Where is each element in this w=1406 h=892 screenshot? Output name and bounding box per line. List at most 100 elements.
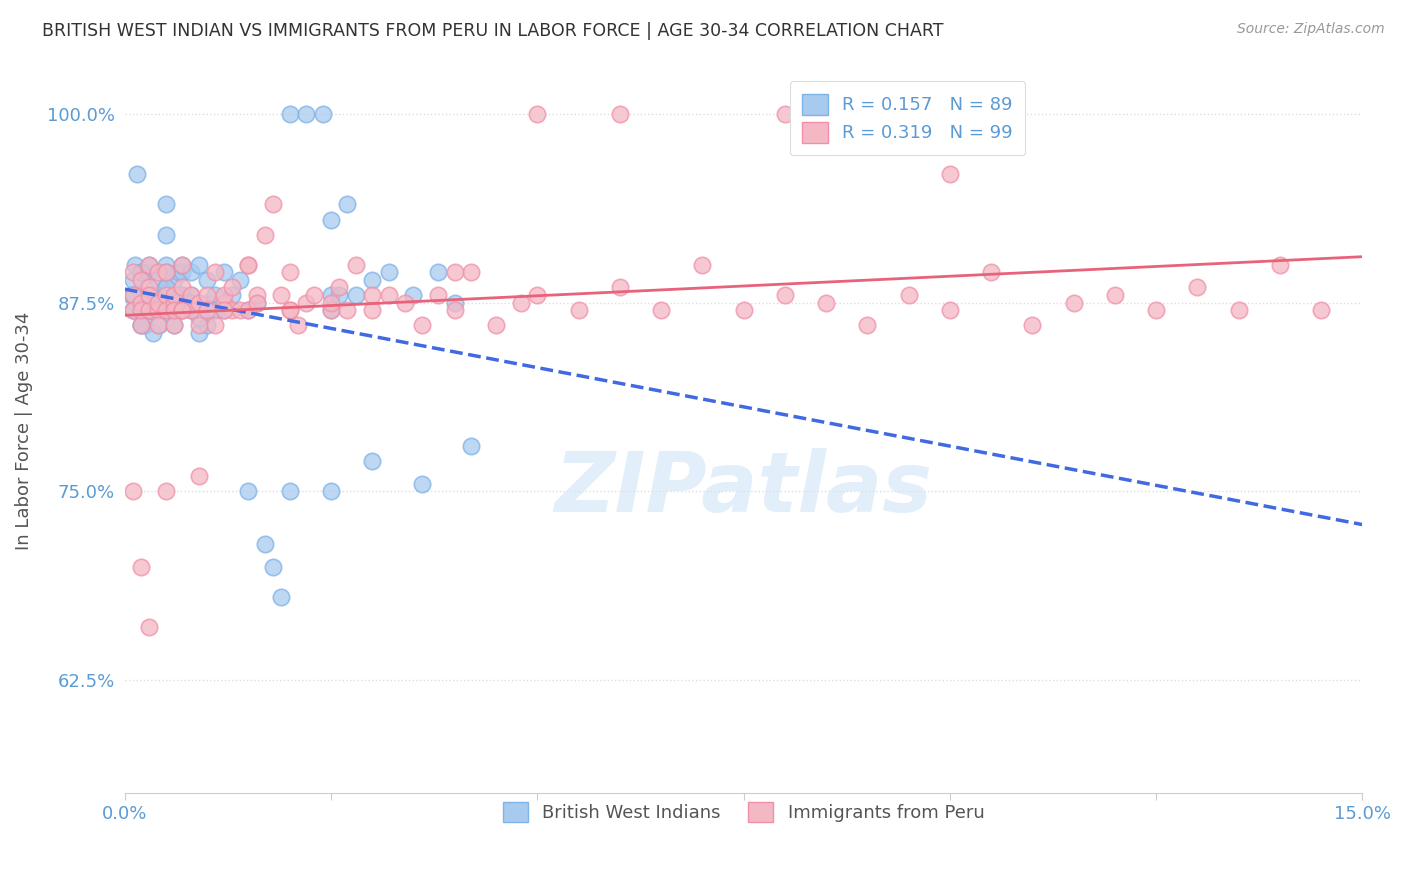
Point [278,303,301,318]
Point [121,303,143,318]
Point [427,265,450,279]
Point [138,288,160,302]
Point [138,280,160,294]
Point [221,280,243,294]
Point [221,303,243,318]
Point [180,265,202,279]
Point [129,295,152,310]
Point [246,295,269,310]
Point [146,295,169,310]
Point [980,265,1002,279]
Point [146,273,169,287]
Point [443,303,465,318]
Point [939,303,962,318]
Point [1310,303,1333,318]
Point [172,288,194,302]
Point [361,303,384,318]
Point [361,454,384,468]
Point [195,273,218,287]
Point [319,484,342,499]
Point [129,265,152,279]
Point [155,227,177,242]
Point [460,439,482,453]
Point [146,288,169,302]
Point [287,318,309,333]
Point [204,265,226,279]
Point [690,258,713,272]
Point [129,265,152,279]
Point [212,303,235,318]
Point [138,288,160,302]
Point [278,303,301,318]
Point [155,265,177,279]
Point [167,265,190,279]
Point [129,318,152,333]
Point [427,288,450,302]
Point [138,303,160,318]
Point [402,288,425,302]
Point [304,288,326,302]
Point [361,288,384,302]
Point [146,295,169,310]
Point [138,258,160,272]
Point [773,107,796,121]
Point [121,288,143,302]
Point [146,303,169,318]
Point [172,288,194,302]
Point [180,288,202,302]
Point [609,280,631,294]
Point [124,258,146,272]
Point [361,273,384,287]
Point [238,258,260,272]
Point [163,295,186,310]
Point [195,318,218,333]
Point [163,295,186,310]
Point [155,484,177,499]
Point [121,288,143,302]
Point [295,295,318,310]
Point [1187,280,1209,294]
Point [172,303,194,318]
Point [609,107,631,121]
Point [344,288,367,302]
Point [773,288,796,302]
Point [344,258,367,272]
Point [155,265,177,279]
Point [270,590,292,604]
Point [221,288,243,302]
Point [138,303,160,318]
Text: BRITISH WEST INDIAN VS IMMIGRANTS FROM PERU IN LABOR FORCE | AGE 30-34 CORRELATI: BRITISH WEST INDIAN VS IMMIGRANTS FROM P… [42,22,943,40]
Point [460,265,482,279]
Point [129,559,152,574]
Point [377,288,399,302]
Point [509,295,531,310]
Point [138,303,160,318]
Point [253,537,276,551]
Point [155,258,177,272]
Legend: British West Indians, Immigrants from Peru: British West Indians, Immigrants from Pe… [491,789,997,835]
Point [138,620,160,634]
Point [1021,318,1043,333]
Point [485,318,508,333]
Point [146,295,169,310]
Y-axis label: In Labor Force | Age 30-34: In Labor Force | Age 30-34 [15,311,32,550]
Point [163,303,186,318]
Point [246,295,269,310]
Point [278,265,301,279]
Point [650,303,672,318]
Point [146,288,169,302]
Point [129,288,152,302]
Point [163,273,186,287]
Point [148,318,170,333]
Point [172,303,194,318]
Point [155,303,177,318]
Point [238,303,260,318]
Point [138,265,160,279]
Point [1144,303,1167,318]
Point [195,303,218,318]
Point [526,288,548,302]
Point [229,273,252,287]
Point [172,258,194,272]
Point [195,295,218,310]
Point [328,280,350,294]
